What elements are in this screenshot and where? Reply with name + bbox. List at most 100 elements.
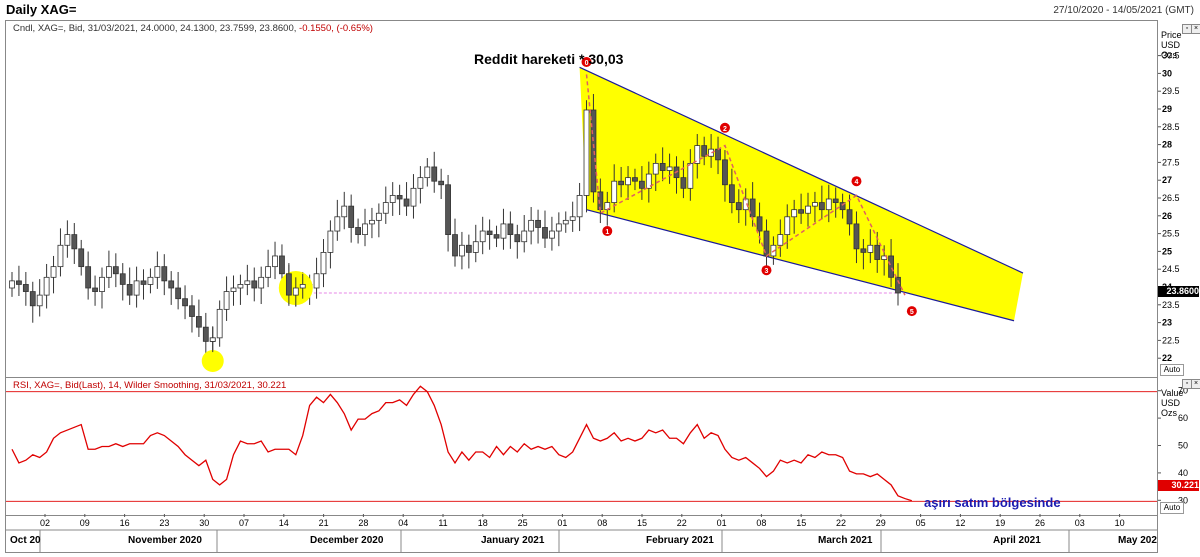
candle-body [895,276,901,294]
candle-body [320,251,327,275]
candle-body [611,180,618,203]
candle-body [279,255,285,275]
candle-body [202,326,209,342]
day-tick-label: 18 [478,518,488,528]
rsi-axis-svg: 30 40 50 60 70 [1158,386,1188,505]
rsi-axis-title: Value USD Ozs [1161,388,1183,418]
price-info: Cndl, XAG=, Bid, 31/03/2021, 24.0000, 24… [13,23,373,34]
month-label: November 2020 [128,535,202,546]
wave-label-dot [602,226,613,237]
candle-body [687,162,694,189]
candle-body [888,255,894,278]
candle-body [514,234,521,243]
candle-body [521,230,528,243]
rsi-auto-button[interactable]: Auto [1160,502,1184,514]
wave-label-dot [761,265,772,276]
rsi-tick-label: 70 [1178,386,1188,396]
day-tick-label: 12 [955,518,965,528]
candle-body [445,184,451,235]
candle-body [223,291,230,310]
candle-body [251,280,258,289]
candle-body [154,266,161,278]
candle-body [313,273,320,289]
month-label: April 2021 [993,535,1041,546]
price-tick-label: 22 [1162,353,1172,363]
wave-label-text: 3 [765,268,769,275]
candle-body [119,273,126,285]
wave-label-dot [581,56,592,67]
month-label: February 2021 [646,535,714,546]
day-tick-label: 15 [796,518,806,528]
rsi-tick-label: 40 [1178,468,1188,478]
price-change: -0.1550, (-0.65%) [299,23,373,34]
last-price-badge: 23.8600 [1158,286,1199,297]
candle-body [812,202,818,207]
candle-body [389,195,396,203]
candle-body [50,266,57,278]
day-tick-label: 22 [836,518,846,528]
date-range: 27/10/2020 - 14/05/2021 (GMT) [1053,5,1194,16]
candle-body [825,198,832,211]
rsi-panel[interactable]: RSI, XAG=, Bid(Last), 14, Wilder Smoothi… [5,377,1158,516]
candle-body [341,205,348,218]
x-axis[interactable]: 02 09 16 23 30 07 14 21 28 04 11 18 25 01 08 15 22 01 08 15… [5,514,1163,553]
candle-body [36,294,43,307]
price-auto-button[interactable]: Auto [1160,364,1184,376]
day-tick-label: 05 [916,518,926,528]
candle-body [832,198,839,203]
candle-body [195,316,202,328]
candle-body [562,219,569,225]
price-tick-label: 27.5 [1162,157,1180,167]
candle-body [549,230,555,239]
rsi-tick-label: 50 [1178,441,1188,451]
month-label: Oct 20 [10,535,41,546]
price-panel[interactable]: 0 1 2 3 4 5 Cndl, XAG=, Bid, 31/03/2021, 24.0… [5,20,1158,378]
price-info-text: Cndl, XAG=, Bid, 31/03/2021, 24.0000, 24… [13,23,300,34]
rsi-axis-title-3: Ozs [1161,408,1178,418]
candle-body [126,284,133,296]
candle-body [459,244,465,257]
rsi-info: RSI, XAG=, Bid(Last), 14, Wilder Smoothi… [13,380,287,391]
x-axis-svg: 02 09 16 23 30 07 14 21 28 04 11 18 25 01 08 15 22 01 08 15… [6,514,1163,552]
wave-label-3: 3 [761,265,772,276]
price-axis[interactable]: 2222.52323.52424.52525.52626.52727.52828… [1157,20,1200,376]
candle-body [168,280,175,289]
candle-body [355,227,361,235]
candle-body [29,291,36,307]
candle-body [71,234,78,250]
candle-body [133,280,140,296]
wave-label-1: 1 [602,226,613,237]
candle-body [590,109,597,193]
candle-body [472,241,479,253]
candle-body [9,280,15,289]
price-tick-label: 22.5 [1162,335,1180,345]
candle-body [140,280,147,285]
candle-body [424,166,431,179]
rsi-close-icon[interactable]: × [1191,379,1200,389]
candle-body [805,205,811,214]
wave-label-text: 5 [910,309,914,316]
candle-body [410,187,417,207]
candle-body [749,198,756,218]
candle-body [839,202,846,211]
wave-label-text: 2 [723,126,727,133]
price-chart: 0 1 2 3 4 5 [9,56,1024,372]
day-tick-label: 01 [717,518,727,528]
candle-body [362,223,368,235]
candle-body [57,244,64,268]
chart-header: Daily XAG= 27/10/2020 - 14/05/2021 (GMT) [0,0,1200,20]
candle-body [258,276,265,289]
price-tick-label: 25.5 [1162,229,1180,239]
price-tick-label: 28 [1162,140,1172,150]
wave-label-4: 4 [851,176,862,187]
candle-body [528,219,535,232]
price-close-icon[interactable]: × [1191,24,1200,34]
wedge-lower-line [586,209,1015,322]
wave-label-dot [851,176,862,187]
candle-body [327,230,334,253]
day-tick-label: 23 [159,518,169,528]
price-tick-label: 24.5 [1162,264,1180,274]
wave-label-text: 4 [855,179,859,186]
candle-body [161,266,168,282]
rsi-axis[interactable]: 30 40 50 60 70 Value USD Ozs 30.221 Auto ▫ × [1157,377,1200,514]
